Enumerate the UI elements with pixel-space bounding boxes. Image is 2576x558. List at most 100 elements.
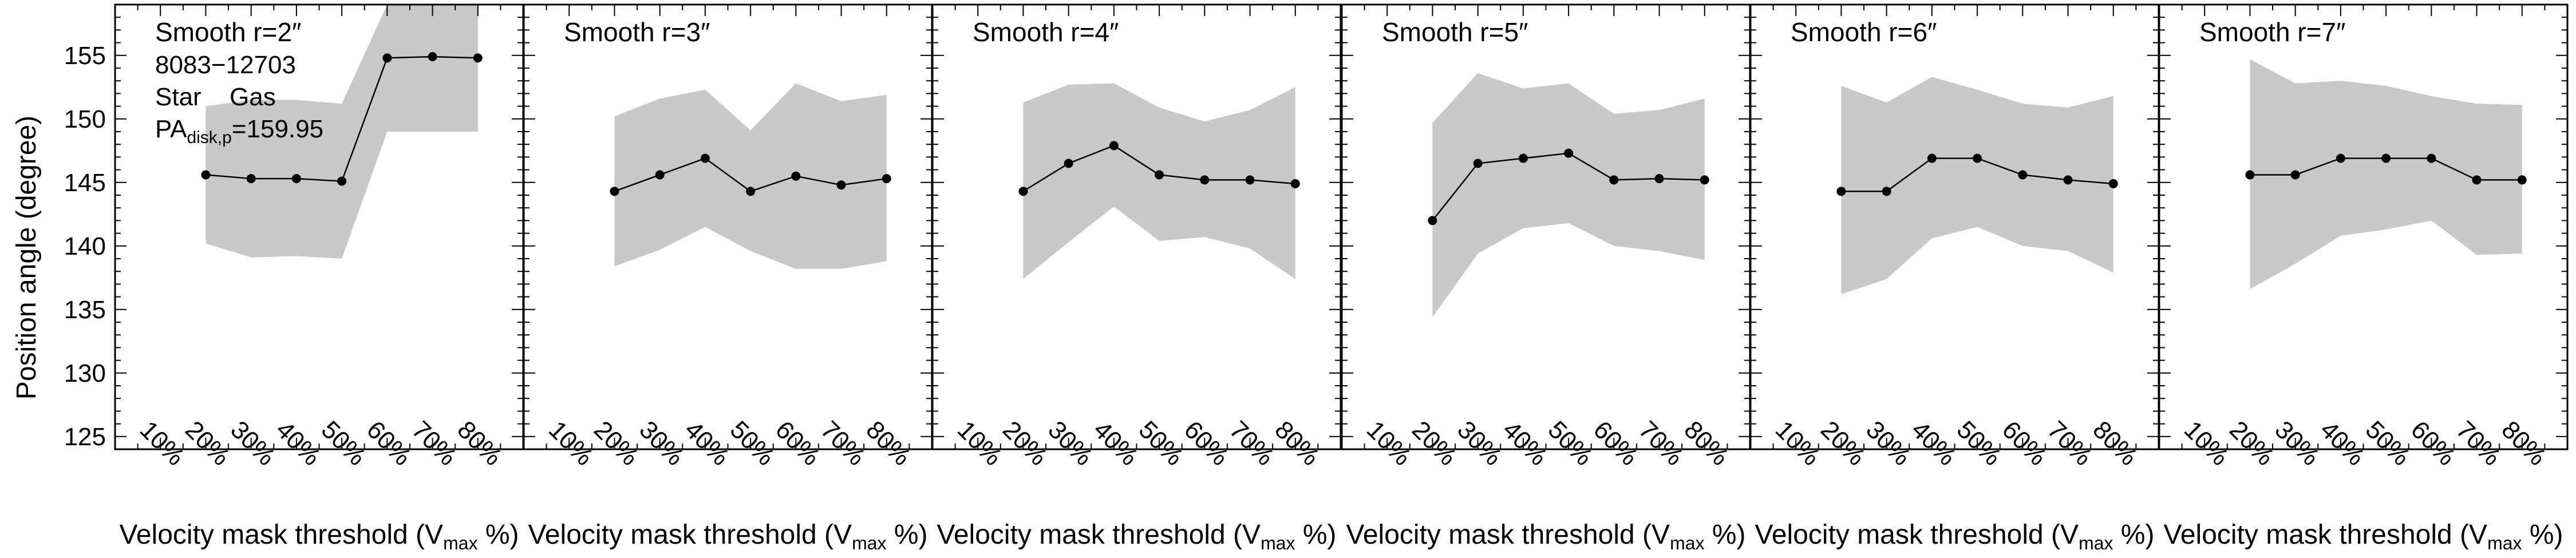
data-point bbox=[1654, 174, 1664, 184]
y-axis: 125 130 135 140 145 150 155 bbox=[64, 42, 106, 451]
data-point bbox=[246, 174, 256, 184]
panel-title: Smooth r=3″ bbox=[564, 17, 710, 47]
x-tick-label: 60% bbox=[1997, 415, 2052, 471]
data-point bbox=[836, 180, 846, 190]
x-tick-label: 20% bbox=[997, 415, 1053, 471]
data-point bbox=[882, 174, 891, 184]
data-point bbox=[700, 153, 710, 163]
y-tick-label: 150 bbox=[64, 105, 106, 133]
data-point bbox=[2517, 175, 2527, 185]
x-axis-label-end: %) bbox=[1295, 520, 1337, 550]
panel-6: 10%20%30%40%50%60%70%80% Velocity mask th… bbox=[2158, 3, 2569, 553]
x-tick-label: 50% bbox=[2360, 415, 2416, 471]
data-point bbox=[791, 171, 801, 181]
data-point bbox=[2427, 153, 2436, 163]
x-tick-label: 40% bbox=[2315, 415, 2370, 471]
pa-prefix: PA bbox=[155, 115, 187, 143]
data-point bbox=[337, 176, 347, 186]
data-point bbox=[2245, 170, 2255, 180]
x-tick-label: 60% bbox=[361, 415, 417, 471]
data-point bbox=[1064, 159, 1073, 168]
x-tick-label: 50% bbox=[1543, 415, 1598, 471]
data-point bbox=[2018, 170, 2028, 180]
x-tick-label: 20% bbox=[180, 415, 235, 471]
x-tick-label: 30% bbox=[225, 415, 280, 471]
x-tick-label: 50% bbox=[1133, 415, 1189, 471]
x-axis-label: Velocity mask threshold (Vmax %) bbox=[2163, 520, 2563, 553]
x-tick-label: 60% bbox=[1588, 415, 1643, 471]
data-point bbox=[746, 187, 756, 196]
y-tick-label: 145 bbox=[64, 169, 106, 197]
x-axis-label: Velocity mask threshold (Vmax %) bbox=[1346, 520, 1745, 553]
panel-title: Smooth r=6″ bbox=[1791, 17, 1937, 47]
data-point bbox=[382, 53, 392, 63]
x-tick-label: 80% bbox=[452, 415, 507, 471]
x-tick-label: 20% bbox=[1815, 415, 1871, 471]
pa-subscript: disk,p bbox=[187, 128, 231, 147]
x-axis-label-main: Velocity mask threshold (V bbox=[528, 520, 852, 550]
legend-star: Star bbox=[155, 83, 202, 111]
y-tick-label: 135 bbox=[64, 296, 106, 324]
data-point bbox=[1973, 153, 1982, 163]
x-tick-label: 10% bbox=[2179, 415, 2234, 471]
panel-title: Smooth r=7″ bbox=[2199, 17, 2345, 47]
x-tick-label: 80% bbox=[2087, 415, 2143, 471]
x-tick-label: 50% bbox=[316, 415, 372, 471]
x-tick-label: 40% bbox=[1088, 415, 1144, 471]
panels: 10%20%30%40%50%60%70%80%Velocity mask th… bbox=[114, 3, 2569, 553]
uncertainty-band bbox=[206, 5, 478, 259]
y-axis-label: Position angle (degree) bbox=[11, 116, 42, 399]
data-point bbox=[1200, 175, 1210, 185]
legend-gas: Gas bbox=[230, 83, 276, 111]
data-point bbox=[291, 174, 301, 184]
x-tick-label: 40% bbox=[679, 415, 735, 471]
x-tick-label: 80% bbox=[2496, 415, 2551, 471]
x-tick-label: 20% bbox=[2224, 415, 2279, 471]
x-tick-label: 10% bbox=[1770, 415, 1826, 471]
uncertainty-band bbox=[1023, 83, 1295, 279]
x-axis-label-sub: max bbox=[1670, 533, 1704, 553]
x-axis-label-end: %) bbox=[1705, 520, 1746, 550]
x-tick-label: 10% bbox=[135, 415, 190, 471]
annotations: 8083−12703 Star Gas PAdisk,p=159.95 bbox=[155, 51, 323, 147]
uncertainty-band bbox=[1432, 73, 1705, 318]
x-axis-label-sub: max bbox=[852, 533, 886, 553]
x-axis-label-sub: max bbox=[1261, 533, 1295, 553]
x-tick-label: 10% bbox=[1361, 415, 1417, 471]
x-tick-label: 70% bbox=[815, 415, 871, 471]
x-axis-label-main: Velocity mask threshold (V bbox=[1755, 520, 2079, 550]
x-axis-label-end: %) bbox=[478, 520, 519, 550]
data-point bbox=[2108, 179, 2118, 189]
x-axis-label-end: %) bbox=[2113, 520, 2155, 550]
x-tick-label: 60% bbox=[2405, 415, 2461, 471]
x-tick-label: 40% bbox=[1906, 415, 1962, 471]
data-point bbox=[1155, 170, 1164, 180]
x-tick-label: 40% bbox=[1498, 415, 1553, 471]
data-point bbox=[1473, 159, 1483, 168]
x-axis-label-main: Velocity mask threshold (V bbox=[937, 520, 1261, 550]
panel-3: 10%20%30%40%50%60%70%80% Velocity mask th… bbox=[931, 3, 1342, 553]
x-tick-label: 30% bbox=[1452, 415, 1507, 471]
pa-value: =159.95 bbox=[232, 115, 323, 143]
panel-title: Smooth r=4″ bbox=[973, 17, 1119, 47]
x-tick-label: 30% bbox=[634, 415, 689, 471]
x-tick-label: 30% bbox=[2269, 415, 2325, 471]
x-tick-label: 30% bbox=[1860, 415, 1916, 471]
x-axis-label-end: %) bbox=[2522, 520, 2563, 550]
x-axis-label: Velocity mask threshold (Vmax %) bbox=[528, 520, 927, 553]
x-tick-label: 20% bbox=[1406, 415, 1462, 471]
panel-4: 10%20%30%40%50%60%70%80% Velocity mask th… bbox=[1341, 3, 1751, 553]
data-point bbox=[2336, 153, 2345, 163]
x-axis-label: Velocity mask threshold (Vmax %) bbox=[119, 520, 519, 553]
data-point bbox=[1836, 187, 1846, 196]
x-tick-label: 70% bbox=[1224, 415, 1279, 471]
x-axis-label-sub: max bbox=[2487, 533, 2522, 553]
panel-2: 10%20%30%40%50%60%70%80% Velocity mask th… bbox=[523, 3, 933, 553]
data-point bbox=[1564, 148, 1574, 158]
x-axis-label-end: %) bbox=[887, 520, 928, 550]
x-tick-label: 50% bbox=[1951, 415, 2007, 471]
data-point bbox=[655, 170, 665, 180]
x-tick-label: 70% bbox=[2042, 415, 2097, 471]
data-point bbox=[473, 53, 483, 63]
